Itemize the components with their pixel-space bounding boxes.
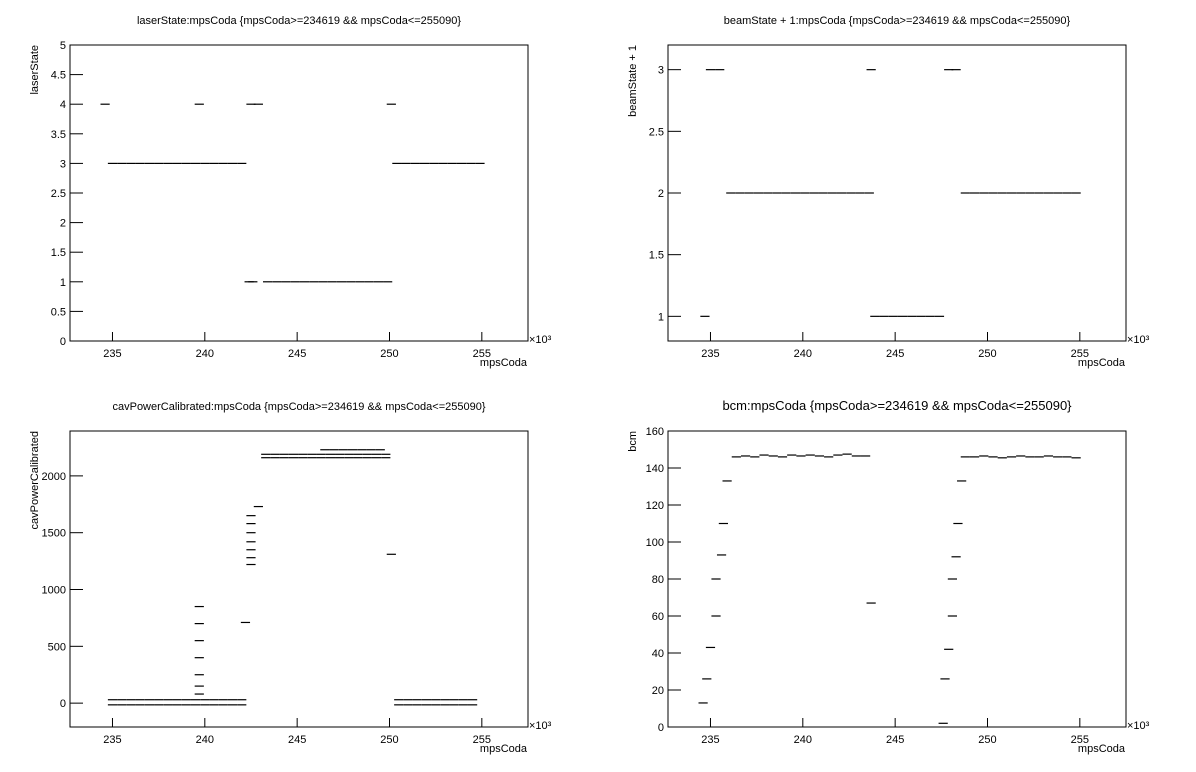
chart-title: cavPowerCalibrated:mpsCoda {mpsCoda>=234… <box>112 401 485 413</box>
y-axis-label: bcm <box>627 431 639 452</box>
y-tick-label: 120 <box>646 500 664 512</box>
y-tick-label: 2000 <box>42 471 66 483</box>
x-tick-label: 240 <box>794 348 812 360</box>
x-tick-label: 235 <box>701 348 719 360</box>
x-tick-label: 250 <box>978 734 996 746</box>
y-tick-label: 4.5 <box>51 70 66 82</box>
x-tick-label: 245 <box>288 734 306 746</box>
x-tick-label: 255 <box>1071 734 1089 746</box>
x-tick-label: 250 <box>380 734 398 746</box>
chart-title: bcm:mpsCoda {mpsCoda>=234619 && mpsCoda<… <box>722 398 1072 413</box>
x-tick-label: 245 <box>886 734 904 746</box>
y-tick-label: 1.5 <box>51 247 66 259</box>
y-axis-label: cavPowerCalibrated <box>29 431 41 529</box>
y-tick-label: 5 <box>60 40 66 52</box>
y-tick-label: 3 <box>658 65 664 77</box>
y-tick-label: 2 <box>658 188 664 200</box>
y-axis-label: laserState <box>29 45 41 95</box>
chart-title: laserState:mpsCoda {mpsCoda>=234619 && m… <box>137 15 461 27</box>
x-tick-label: 240 <box>196 348 214 360</box>
x-tick-label: 255 <box>1071 348 1089 360</box>
x-axis-label: mpsCoda <box>480 743 528 755</box>
y-tick-label: 100 <box>646 537 664 549</box>
chart-title: beamState + 1:mpsCoda {mpsCoda>=234619 &… <box>724 15 1071 27</box>
plot-frame <box>667 430 1127 728</box>
x-tick-label: 240 <box>794 734 812 746</box>
y-tick-label: 2 <box>60 218 66 230</box>
x-axis-label: mpsCoda <box>480 357 528 369</box>
y-tick-label: 160 <box>646 426 664 438</box>
y-tick-label: 2.5 <box>649 126 664 138</box>
x-tick-label: 255 <box>473 348 491 360</box>
x-tick-label: 240 <box>196 734 214 746</box>
y-tick-label: 1 <box>60 277 66 289</box>
y-tick-label: 0 <box>658 722 664 734</box>
x-exponent: ×10³ <box>529 720 552 732</box>
x-tick-label: 235 <box>103 734 121 746</box>
x-exponent: ×10³ <box>1127 720 1150 732</box>
x-tick-label: 250 <box>978 348 996 360</box>
x-tick-label: 245 <box>288 348 306 360</box>
y-tick-label: 3.5 <box>51 129 66 141</box>
x-axis-label: mpsCoda <box>1078 743 1126 755</box>
y-tick-label: 1000 <box>42 585 66 597</box>
y-tick-label: 1.5 <box>649 250 664 262</box>
y-tick-label: 60 <box>652 611 664 623</box>
plot-frame <box>69 430 529 728</box>
x-tick-label: 245 <box>886 348 904 360</box>
y-tick-label: 1500 <box>42 528 66 540</box>
y-axis-label: beamState + 1 <box>627 45 639 117</box>
y-tick-label: 40 <box>652 648 664 660</box>
x-tick-label: 235 <box>701 734 719 746</box>
x-tick-label: 255 <box>473 734 491 746</box>
x-axis-label: mpsCoda <box>1078 357 1126 369</box>
y-tick-label: 4 <box>60 99 66 111</box>
x-exponent: ×10³ <box>1127 334 1150 346</box>
y-tick-label: 0.5 <box>51 306 66 318</box>
y-tick-label: 3 <box>60 158 66 170</box>
y-tick-label: 0 <box>60 698 66 710</box>
x-tick-label: 235 <box>103 348 121 360</box>
y-tick-label: 140 <box>646 463 664 475</box>
y-tick-label: 80 <box>652 574 664 586</box>
y-tick-label: 0 <box>60 336 66 348</box>
y-tick-label: 20 <box>652 685 664 697</box>
plot-frame <box>69 44 529 342</box>
x-tick-label: 250 <box>380 348 398 360</box>
y-tick-label: 2.5 <box>51 188 66 200</box>
y-tick-label: 500 <box>48 641 66 653</box>
x-exponent: ×10³ <box>529 334 552 346</box>
y-tick-label: 1 <box>658 311 664 323</box>
